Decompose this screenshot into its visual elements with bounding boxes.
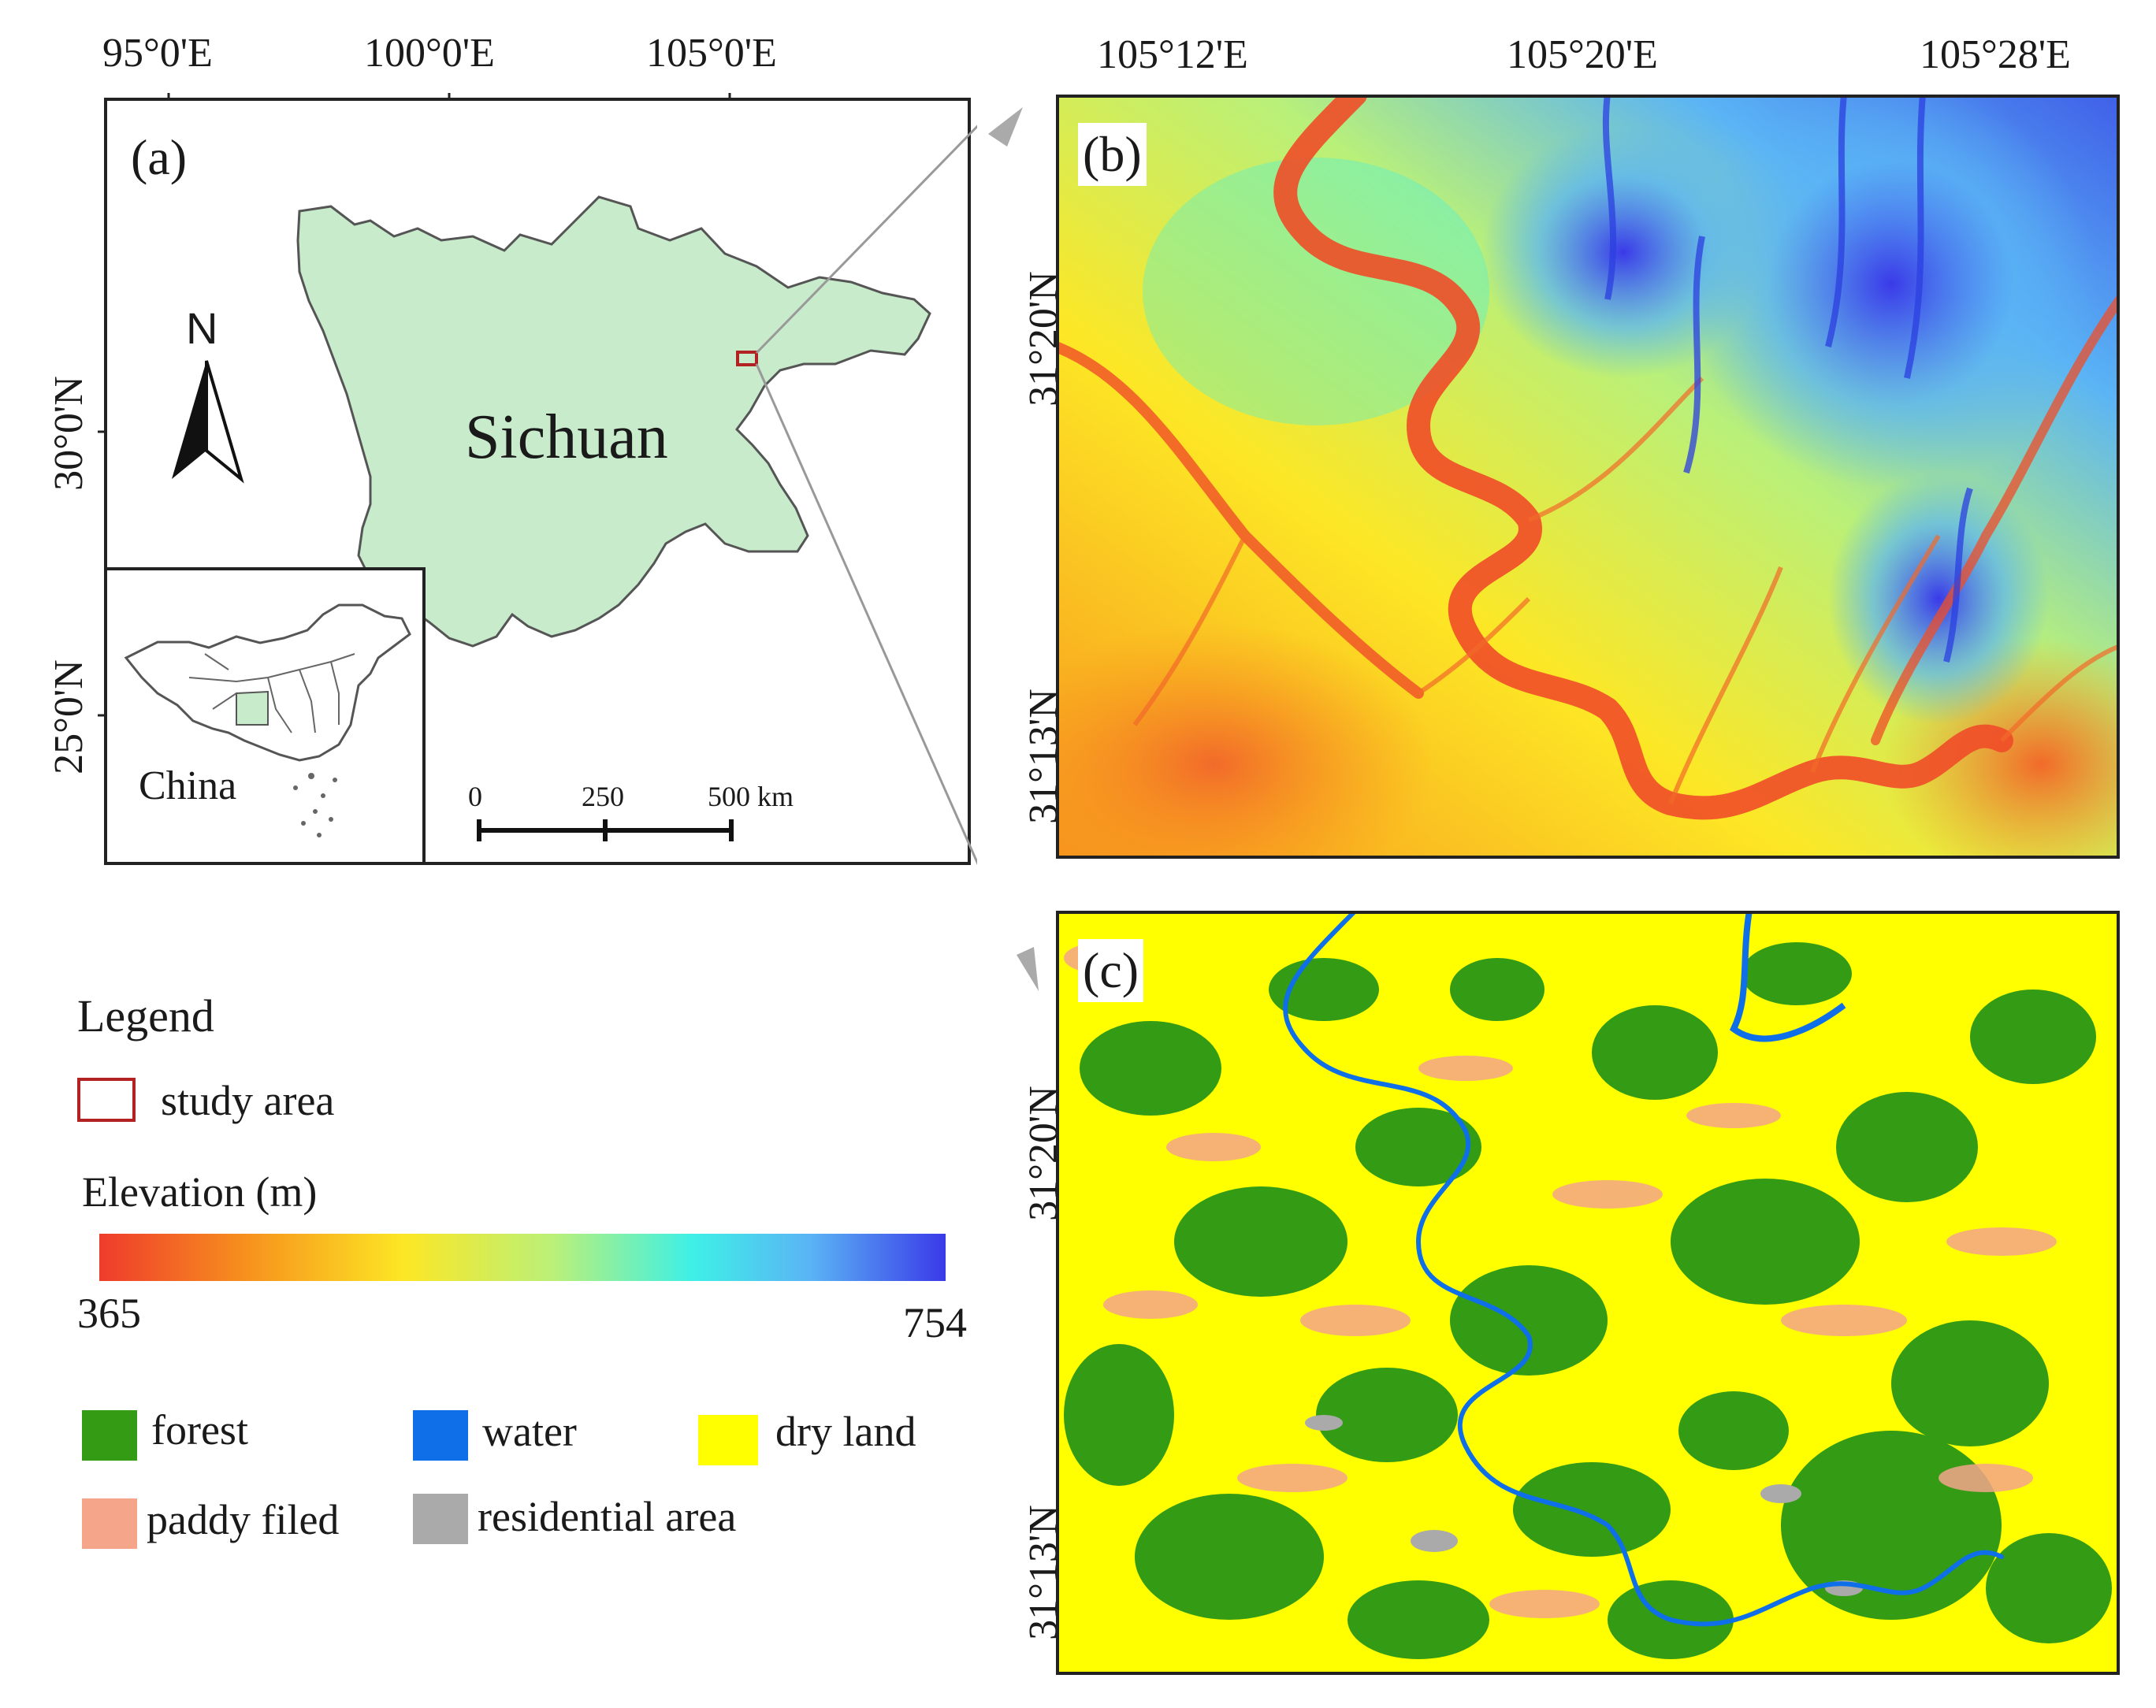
study-area-marker <box>736 351 758 366</box>
sichuan-province-shape <box>296 195 931 648</box>
elevation-min-label: 365 <box>77 1290 141 1337</box>
paddy-field-swatch <box>82 1498 137 1549</box>
north-label: N <box>186 303 218 353</box>
panel-a-label: (a) <box>131 129 188 185</box>
panel-a-map <box>98 93 977 866</box>
dry-land-legend-label: dry land <box>775 1408 916 1455</box>
arrowhead-c-icon <box>1017 947 1039 991</box>
water-swatch <box>413 1410 468 1461</box>
province-label: Sichuan <box>465 403 668 472</box>
paddy-patches <box>1064 942 2057 1618</box>
connector-line-c <box>755 363 977 866</box>
residential-swatch <box>413 1494 468 1544</box>
panel-b-lon-tick-2: 105°20'E <box>1507 32 1658 77</box>
study-area-legend-label: study area <box>161 1077 335 1124</box>
elevation-map <box>1056 95 2120 859</box>
elevation-max-label: 754 <box>903 1299 967 1346</box>
scale-tick-250: 250 <box>582 781 624 812</box>
panel-b-lon-tick-1: 105°12'E <box>1097 32 1248 77</box>
land-use-map <box>1056 911 2120 1675</box>
study-area-swatch <box>77 1078 136 1122</box>
china-islands <box>293 773 337 837</box>
tributaries <box>1132 376 2120 805</box>
elevation-color-ramp <box>99 1234 946 1281</box>
panel-c-label: (c) <box>1078 939 1144 1002</box>
panel-b-label: (b) <box>1078 123 1147 186</box>
china-province-lines <box>188 653 355 733</box>
dry-land-swatch <box>698 1415 758 1465</box>
arrowhead-b-icon <box>988 107 1023 147</box>
scale-tick-0: 0 <box>468 781 482 812</box>
reservoir-water <box>1729 911 1846 1042</box>
panel-b-lon-tick-3: 105°28'E <box>1920 32 2071 77</box>
highland-ridges <box>1602 95 1973 663</box>
forest-legend-label: forest <box>151 1406 248 1454</box>
connector-line-b <box>755 124 977 355</box>
paddy-field-legend-label: paddy filed <box>147 1496 340 1543</box>
panel-a-lon-tick-105: 105°0'E <box>646 31 777 76</box>
scale-bar <box>477 819 734 841</box>
china-inset-sichuan-shape <box>236 690 269 726</box>
water-legend-label: water <box>482 1408 577 1455</box>
elevation-legend-title: Elevation (m) <box>82 1168 318 1216</box>
river-water <box>1283 911 2004 1627</box>
forest-swatch <box>82 1410 137 1461</box>
north-arrow-icon <box>172 361 206 479</box>
residential-legend-label: residential area <box>478 1493 737 1540</box>
inset-label: China <box>139 763 237 808</box>
panel-a-lon-tick-95: 95°0'E <box>102 31 213 76</box>
legend-title: Legend <box>77 990 214 1042</box>
panel-a-lon-tick-100: 100°0'E <box>364 31 495 76</box>
scale-tick-500: 500 km <box>708 781 794 812</box>
